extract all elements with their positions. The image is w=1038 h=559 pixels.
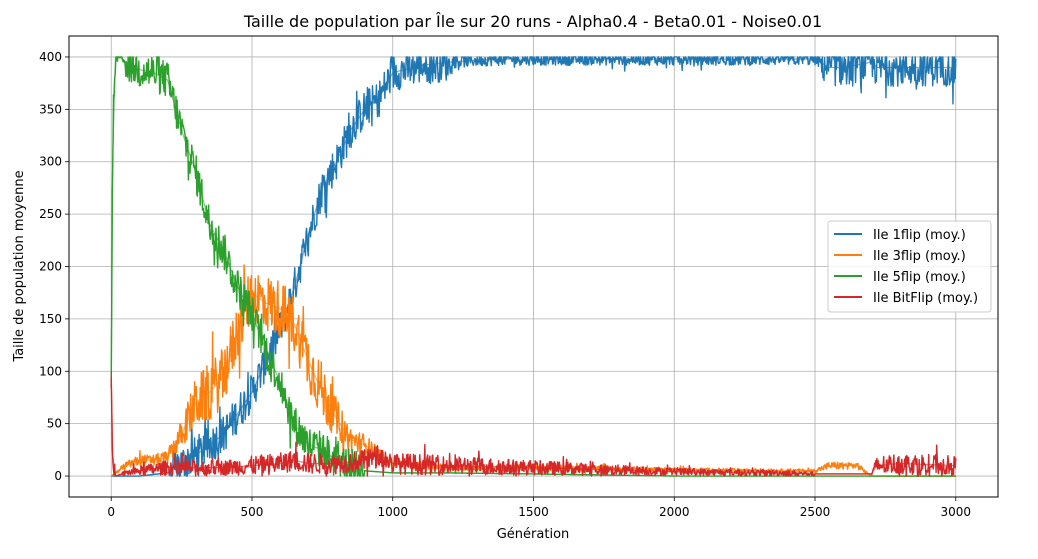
y-tick-label: 0 bbox=[54, 469, 62, 483]
series-4 bbox=[110, 371, 957, 477]
x-tick-label: 500 bbox=[241, 505, 264, 519]
y-axis-label: Taille de population moyenne bbox=[12, 170, 27, 362]
y-tick-label: 300 bbox=[39, 155, 62, 169]
y-tick-label: 350 bbox=[39, 102, 62, 116]
y-tick-label: 50 bbox=[47, 417, 62, 431]
legend-label: Ile BitFlip (moy.) bbox=[873, 291, 978, 306]
x-tick-label: 3000 bbox=[940, 505, 971, 519]
series-line bbox=[111, 56, 957, 477]
series-1 bbox=[111, 56, 957, 477]
legend-items: Ile 1flip (moy.) Ile 3flip (moy.) Ile 5fli… bbox=[834, 228, 978, 306]
legend-box bbox=[827, 220, 992, 313]
y-tick-label: 150 bbox=[39, 312, 62, 326]
series-layer bbox=[110, 56, 957, 477]
y-axis-ticks: 0 50 100 150 200 250 300 350 400 bbox=[39, 50, 69, 483]
x-axis-label: Génération bbox=[497, 527, 570, 542]
x-tick-label: 2500 bbox=[800, 505, 831, 519]
x-tick-label: 2000 bbox=[659, 505, 690, 519]
legend: Ile 1flip (moy.) Ile 3flip (moy.) Ile 5fli… bbox=[827, 220, 992, 313]
x-axis-ticks: 0 500 1000 1500 2000 2500 3000 bbox=[107, 497, 971, 519]
y-tick-label: 100 bbox=[39, 364, 62, 378]
y-tick-label: 400 bbox=[39, 50, 62, 64]
x-tick-label: 1000 bbox=[377, 505, 408, 519]
y-tick-label: 200 bbox=[39, 260, 62, 274]
chart-title: Taille de population par Île sur 20 runs… bbox=[243, 12, 822, 31]
series-trend bbox=[111, 58, 956, 477]
legend-label: Ile 3flip (moy.) bbox=[873, 249, 966, 264]
legend-label: Ile 1flip (moy.) bbox=[873, 228, 966, 243]
x-tick-label: 1500 bbox=[518, 505, 549, 519]
x-tick-label: 0 bbox=[107, 505, 115, 519]
y-tick-label: 250 bbox=[39, 207, 62, 221]
legend-label: Ile 5flip (moy.) bbox=[873, 270, 966, 285]
